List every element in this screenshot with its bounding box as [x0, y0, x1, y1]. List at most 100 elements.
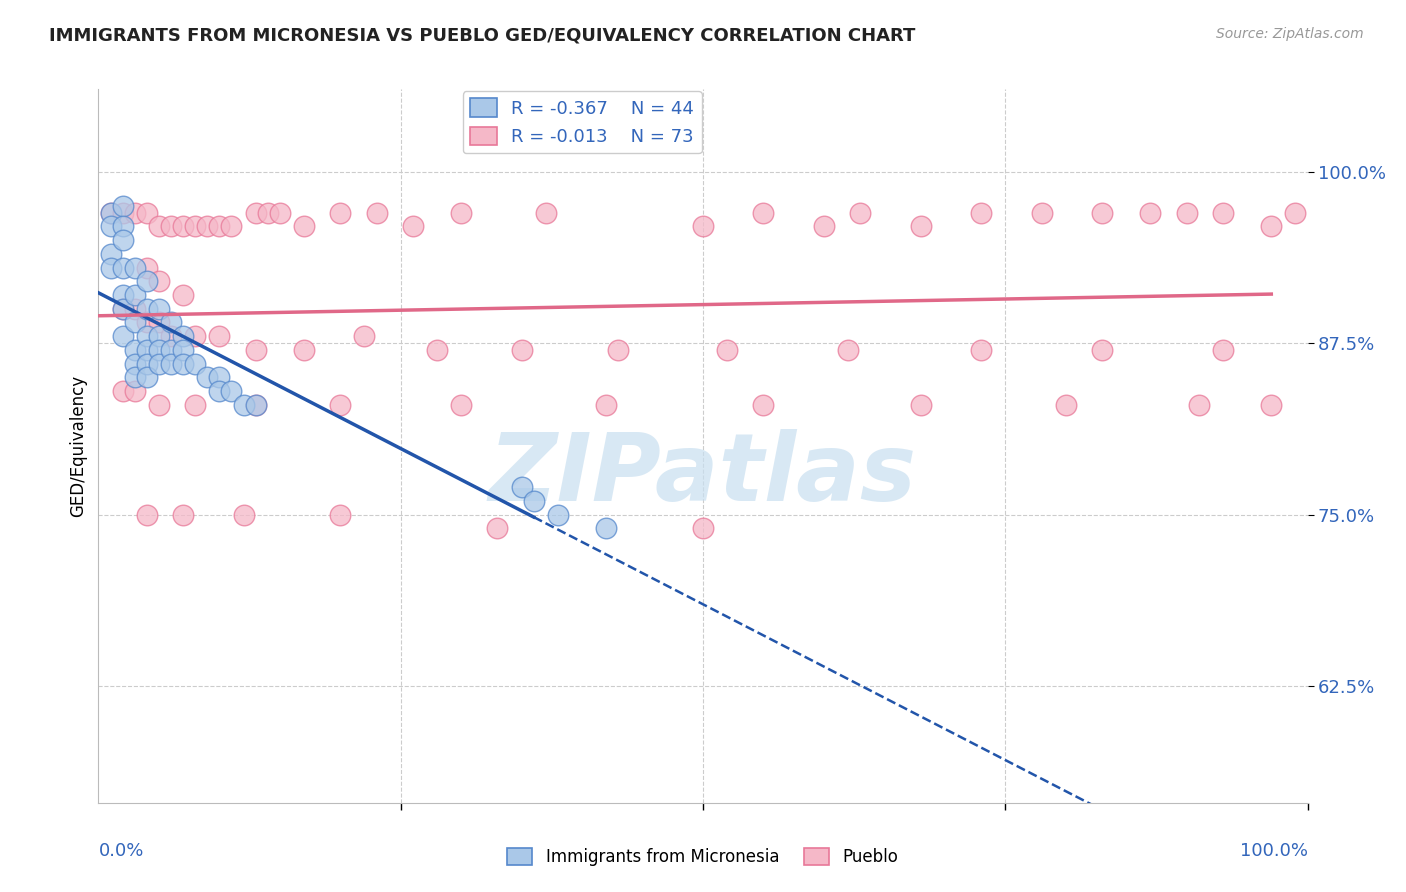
Point: [1260, 219, 1282, 234]
Point: [1188, 398, 1211, 412]
Point: [510, 480, 533, 494]
Point: [111, 219, 134, 234]
Point: [269, 205, 291, 219]
Point: [208, 329, 231, 343]
Point: [910, 219, 932, 234]
Point: [100, 219, 122, 234]
Point: [245, 398, 267, 412]
Point: [752, 205, 775, 219]
Point: [221, 219, 243, 234]
Point: [329, 205, 352, 219]
Point: [1139, 205, 1161, 219]
Point: [148, 329, 170, 343]
Point: [135, 343, 157, 357]
Point: [111, 233, 134, 247]
Point: [111, 301, 134, 316]
Point: [135, 370, 157, 384]
Point: [160, 343, 183, 357]
Point: [329, 398, 352, 412]
Point: [124, 357, 146, 371]
Point: [184, 357, 207, 371]
Point: [450, 398, 472, 412]
Point: [245, 343, 267, 357]
Point: [970, 205, 993, 219]
Point: [172, 357, 194, 371]
Point: [256, 205, 278, 219]
Point: [426, 343, 449, 357]
Point: [148, 316, 170, 330]
Point: [124, 260, 146, 275]
Point: [148, 301, 170, 316]
Text: IMMIGRANTS FROM MICRONESIA VS PUEBLO GED/EQUIVALENCY CORRELATION CHART: IMMIGRANTS FROM MICRONESIA VS PUEBLO GED…: [49, 27, 915, 45]
Point: [366, 205, 388, 219]
Point: [450, 205, 472, 219]
Point: [195, 370, 218, 384]
Point: [232, 508, 254, 522]
Point: [849, 205, 872, 219]
Point: [292, 219, 315, 234]
Text: ZIPatlas: ZIPatlas: [489, 428, 917, 521]
Point: [595, 521, 617, 535]
Point: [111, 384, 134, 398]
Point: [208, 219, 231, 234]
Point: [184, 398, 207, 412]
Point: [1091, 205, 1114, 219]
Point: [124, 316, 146, 330]
Point: [837, 343, 859, 357]
Point: [160, 329, 183, 343]
Point: [402, 219, 425, 234]
Point: [1260, 398, 1282, 412]
Point: [208, 370, 231, 384]
Point: [111, 205, 134, 219]
Point: [1284, 205, 1306, 219]
Legend: Immigrants from Micronesia, Pueblo: Immigrants from Micronesia, Pueblo: [501, 841, 905, 873]
Point: [111, 329, 134, 343]
Point: [232, 398, 254, 412]
Point: [510, 343, 533, 357]
Point: [100, 205, 122, 219]
Point: [716, 343, 738, 357]
Point: [172, 343, 194, 357]
Point: [135, 316, 157, 330]
Point: [124, 343, 146, 357]
Point: [910, 398, 932, 412]
Point: [148, 343, 170, 357]
Point: [135, 357, 157, 371]
Point: [124, 370, 146, 384]
Point: [100, 205, 122, 219]
Point: [148, 398, 170, 412]
Point: [195, 219, 218, 234]
Point: [353, 329, 375, 343]
Point: [111, 288, 134, 302]
Point: [329, 508, 352, 522]
Point: [172, 508, 194, 522]
Point: [135, 301, 157, 316]
Point: [1054, 398, 1077, 412]
Point: [100, 247, 122, 261]
Point: [208, 384, 231, 398]
Point: [111, 199, 134, 213]
Point: [813, 219, 835, 234]
Point: [595, 398, 617, 412]
Point: [607, 343, 630, 357]
Point: [692, 521, 714, 535]
Point: [148, 219, 170, 234]
Point: [160, 219, 183, 234]
Point: [1175, 205, 1198, 219]
Point: [148, 274, 170, 288]
Point: [547, 508, 569, 522]
Point: [245, 205, 267, 219]
Point: [172, 288, 194, 302]
Point: [486, 521, 509, 535]
Point: [245, 398, 267, 412]
Point: [160, 316, 183, 330]
Point: [135, 508, 157, 522]
Point: [100, 260, 122, 275]
Point: [124, 384, 146, 398]
Point: [970, 343, 993, 357]
Point: [1212, 205, 1234, 219]
Point: [111, 260, 134, 275]
Point: [221, 384, 243, 398]
Text: Source: ZipAtlas.com: Source: ZipAtlas.com: [1216, 27, 1364, 41]
Point: [135, 329, 157, 343]
